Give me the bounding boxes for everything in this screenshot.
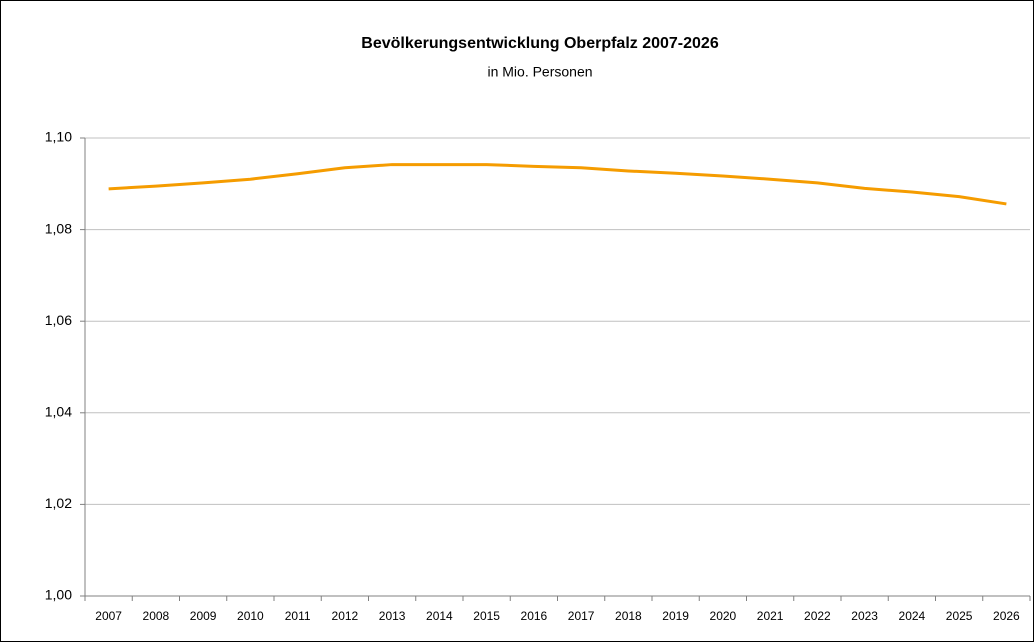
x-tick-label: 2011: [285, 609, 311, 623]
x-tick-label: 2018: [615, 609, 642, 623]
x-tick-label: 2009: [190, 609, 217, 623]
x-tick-label: 2026: [993, 609, 1020, 623]
x-tick-label: 2020: [710, 609, 737, 623]
y-tick-label: 1,06: [45, 312, 72, 328]
data-line: [108, 163, 1007, 206]
chart-subtitle: in Mio. Personen: [487, 64, 592, 80]
x-tick-label: 2024: [899, 609, 926, 623]
x-tick-label: 2019: [662, 609, 689, 623]
x-tick-label: 2008: [143, 609, 170, 623]
x-tick-label: 2007: [95, 609, 122, 623]
x-tick-label: 2012: [332, 609, 359, 623]
x-tick-label: 2016: [521, 609, 548, 623]
x-tick-label: 2025: [946, 609, 973, 623]
x-tick-label: 2013: [379, 609, 406, 623]
y-tick-label: 1,04: [45, 404, 72, 420]
y-tick-label: 1,00: [45, 587, 72, 603]
x-tick-label: 2014: [426, 609, 453, 623]
x-tick-label: 2015: [473, 609, 500, 623]
y-tick-label: 1,10: [45, 129, 72, 145]
x-tick-label: 2022: [804, 609, 831, 623]
x-tick-label: 2017: [568, 609, 595, 623]
y-tick-label: 1,02: [45, 495, 72, 511]
chart-title: Bevölkerungsentwicklung Oberpfalz 2007-2…: [361, 35, 719, 52]
x-tick-label: 2021: [757, 609, 784, 623]
x-tick-label: 2023: [851, 609, 878, 623]
x-tick-label: 2010: [237, 609, 264, 623]
y-tick-label: 1,08: [45, 220, 72, 236]
